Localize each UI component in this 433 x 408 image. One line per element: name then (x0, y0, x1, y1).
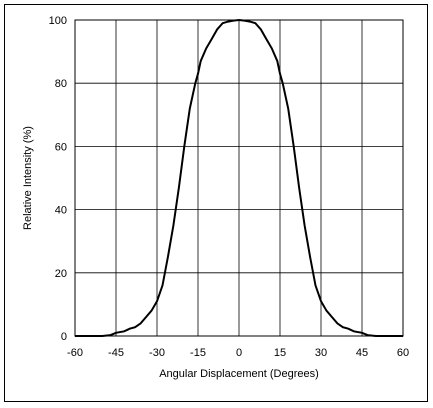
chart-frame: -60 -45 -30 -15 0 15 30 45 60 0 20 40 60 80 100 Angula… (4, 4, 428, 402)
y-tick-label: 40 (55, 205, 67, 217)
x-tick-label: -30 (149, 347, 165, 359)
y-tick-label: 0 (61, 331, 67, 343)
x-tick-label: 15 (274, 347, 286, 359)
y-tick-label: 60 (55, 141, 67, 153)
x-tick-label: 45 (356, 347, 368, 359)
x-tick-label: 60 (397, 347, 409, 359)
x-tick-label: -15 (190, 347, 206, 359)
x-tick-label: 0 (236, 347, 242, 359)
x-tick-label: 30 (315, 347, 327, 359)
y-tick-label: 20 (55, 268, 67, 280)
plot-area-border (74, 19, 404, 337)
y-tick-label: 80 (55, 78, 67, 90)
y-tick-label: 100 (49, 15, 67, 27)
y-axis-label: Relative Intensity (%) (22, 126, 34, 230)
intensity-chart: -60 -45 -30 -15 0 15 30 45 60 0 20 40 60 80 100 Angula… (22, 15, 409, 380)
tick-labels: -60 -45 -30 -15 0 15 30 45 60 0 20 40 60 80 100 (49, 15, 409, 359)
x-tick-label: -45 (108, 347, 124, 359)
x-tick-label: -60 (67, 347, 83, 359)
x-axis-label: Angular Displacement (Degrees) (159, 368, 319, 380)
grid-lines (74, 19, 404, 337)
